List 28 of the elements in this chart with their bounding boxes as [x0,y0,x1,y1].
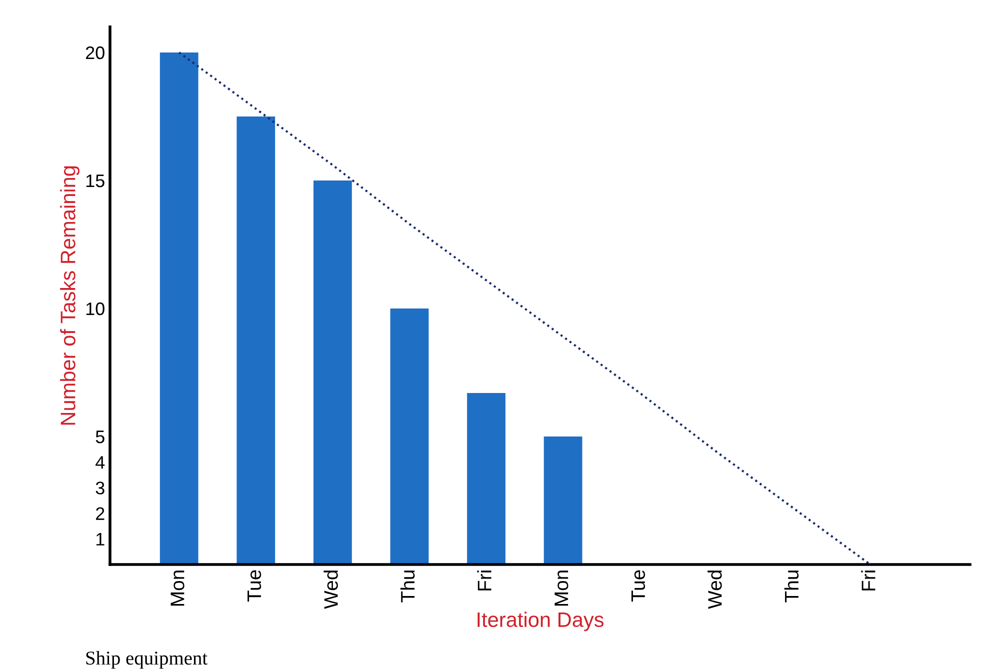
line-series [178,51,872,564]
x-tick-label: Tue [631,570,646,602]
x-tick-label: Thu [400,570,415,602]
x-tick-label: Fri [861,570,876,590]
bar [467,392,506,564]
bar [544,436,582,564]
text: Ship equipment [86,651,208,669]
y-tick-label: 15 [86,174,104,188]
x-tick-label: Thu [784,570,799,602]
y-axis-title: Number of Tasks Remaining [60,166,80,425]
y-tick-label: 3 [96,482,104,494]
x-tick-label: Tue [248,570,262,602]
y-tick-label: 10 [86,302,104,316]
x-tick-label: Mon [170,570,184,606]
x-axis-title: Iteration Days [478,612,604,632]
x-tick-label: Wed [708,570,722,609]
y-tick-label: 1 [96,533,104,546]
bar [236,116,276,564]
x-tick-label: Fri [477,570,492,590]
y-tick-label: 20 [86,46,104,60]
y-tick-label: 4 [96,456,105,469]
y-tick-label: 2 [96,507,104,520]
x-tick-label: Mon [554,570,568,606]
bar [390,308,429,564]
y-tick-label: 5 [96,430,104,444]
bar [160,52,198,564]
bar [313,180,352,564]
x-tick-label: Wed [324,570,338,609]
